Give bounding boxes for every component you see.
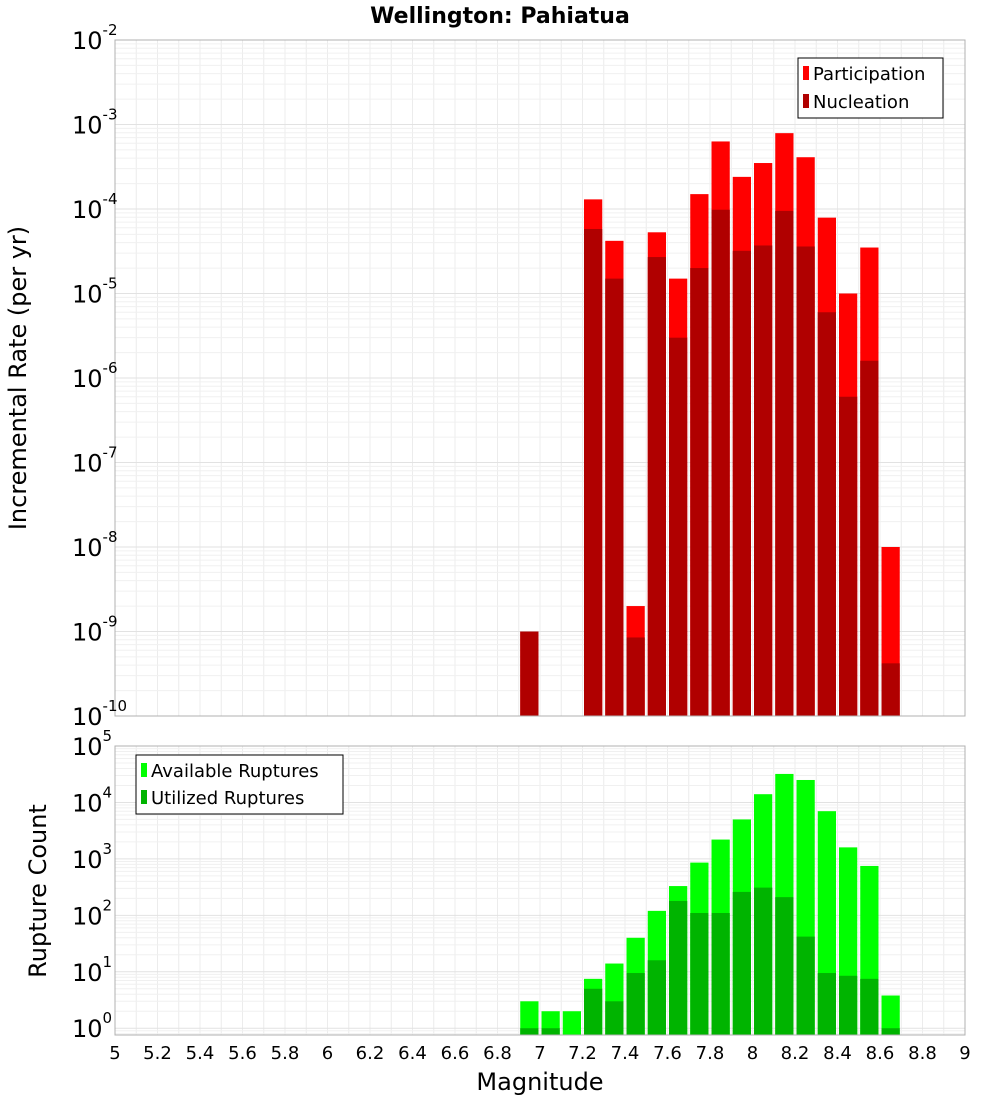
nucleation-bar [690,268,709,716]
utilized-bar [520,1028,539,1035]
utilized-bar [626,973,645,1035]
rate-gridlines [114,40,966,717]
utilized-bar [541,1028,560,1035]
nucleation-bar [605,278,624,716]
utilized-bar [860,978,879,1035]
rate-y-tick-label: 10-4 [72,190,118,224]
x-tick-label: 6.8 [483,1043,512,1064]
utilized-bar [775,897,794,1035]
utilized-bar [754,887,773,1035]
x-tick-label: 5.2 [143,1043,172,1064]
available-bar [520,1001,539,1035]
utilized-bar [647,960,666,1035]
rate-y-tick-label: 10-10 [72,697,127,731]
nucleation-bar [669,337,688,716]
rate-legend: Participation Nucleation [797,57,944,119]
x-tick-label: 5.8 [271,1043,300,1064]
nucleation-legend-swatch [803,94,809,108]
x-tick-label: 8.2 [781,1043,810,1064]
utilized-bar [669,900,688,1035]
rate-y-tick-label: 10-5 [72,275,118,309]
x-tick-label: 7.2 [568,1043,597,1064]
rate-y-axis-label: Incremental Rate (per yr) [4,226,32,530]
count-bars [520,773,900,1035]
participation-legend-swatch [803,66,809,80]
x-tick-label: 5.4 [186,1043,215,1064]
x-tick-label: 8.4 [823,1043,852,1064]
nucleation-bar [711,209,730,716]
nucleation-bar [796,246,815,716]
utilized-bar [584,988,603,1035]
nucleation-bar [647,257,666,716]
utilized-bar [839,975,858,1035]
utilized-bar [711,912,730,1035]
available-legend-label: Available Ruptures [151,761,319,782]
nucleation-bar [626,637,645,716]
x-tick-label: 8 [747,1043,758,1064]
rate-panel: 10-10 10-9 10-8 10-7 10-6 10-5 10-4 10-3 10-2 In… [4,21,966,731]
x-tick-label: 6 [322,1043,333,1064]
rate-y-tick-label: 10-7 [72,444,118,478]
rate-y-tick-label: 10-9 [72,613,118,647]
available-legend-swatch [141,763,147,777]
utilized-bar [732,891,751,1035]
nucleation-bar [881,663,900,716]
chart-title: Wellington: Pahiatua [370,4,630,29]
nucleation-bar [732,250,751,716]
count-panel: 100 101 102 103 104 105 Rupture Count Availab… [24,727,966,1043]
utilized-bar [796,936,815,1035]
x-tick-label: 7.4 [611,1043,640,1064]
count-y-tick-label: 102 [72,896,112,930]
utilized-bar [817,973,836,1035]
x-tick-label: 6.2 [356,1043,385,1064]
x-tick-label: 6.6 [441,1043,470,1064]
count-y-ticks: 100 101 102 103 104 105 [72,727,112,1043]
available-bar [881,995,900,1035]
x-tick-label: 5.6 [228,1043,257,1064]
x-tick-label: 8.8 [908,1043,937,1064]
participation-legend-label: Participation [813,64,925,85]
nucleation-bar [817,312,836,716]
utilized-bar [690,912,709,1035]
x-tick-label: 7.6 [653,1043,682,1064]
x-tick-label: 6.4 [398,1043,427,1064]
nucleation-legend-label: Nucleation [813,92,909,113]
count-y-tick-label: 103 [72,840,112,874]
utilized-legend-swatch [141,790,147,804]
count-y-tick-label: 101 [72,953,112,987]
x-tick-label: 7 [534,1043,545,1064]
x-tick-label: 9 [959,1043,970,1064]
x-tick-label: 5 [109,1043,120,1064]
rate-bars [520,133,900,717]
magnitude-x-ticks: 5 5.2 5.4 5.6 5.8 6 6.2 6.4 6.6 6.8 7 7.2 7.4 7.6 7.8 8… [109,1043,970,1064]
rate-y-tick-label: 10-6 [72,359,118,393]
rate-y-tick-label: 10-3 [72,106,118,140]
nucleation-bar [754,245,773,717]
utilized-bar [881,1028,900,1035]
rate-plot-frame [114,39,966,717]
nucleation-bar [520,631,539,716]
utilized-legend-label: Utilized Ruptures [151,788,304,809]
nucleation-bar [584,228,603,716]
utilized-bar [605,1001,624,1035]
rate-y-ticks: 10-10 10-9 10-8 10-7 10-6 10-5 10-4 10-3 10-2 [72,21,127,731]
x-axis-label: Magnitude [476,1068,603,1096]
rate-legend-box [797,57,944,119]
available-bar [562,1011,581,1035]
count-y-tick-label: 100 [72,1009,112,1043]
rate-y-tick-label: 10-2 [72,21,118,55]
count-legend: Available Ruptures Utilized Ruptures [135,754,344,815]
count-y-axis-label: Rupture Count [24,804,52,978]
count-legend-box [135,754,344,815]
nucleation-bar [775,210,794,716]
nucleation-bar [860,360,879,716]
count-plot-frame [114,745,966,1036]
nucleation-bar [839,396,858,716]
x-tick-label: 7.8 [696,1043,725,1064]
rate-y-tick-label: 10-8 [72,528,118,562]
count-y-tick-label: 104 [72,783,112,817]
x-tick-label: 8.6 [866,1043,895,1064]
count-y-tick-label: 105 [72,727,112,761]
